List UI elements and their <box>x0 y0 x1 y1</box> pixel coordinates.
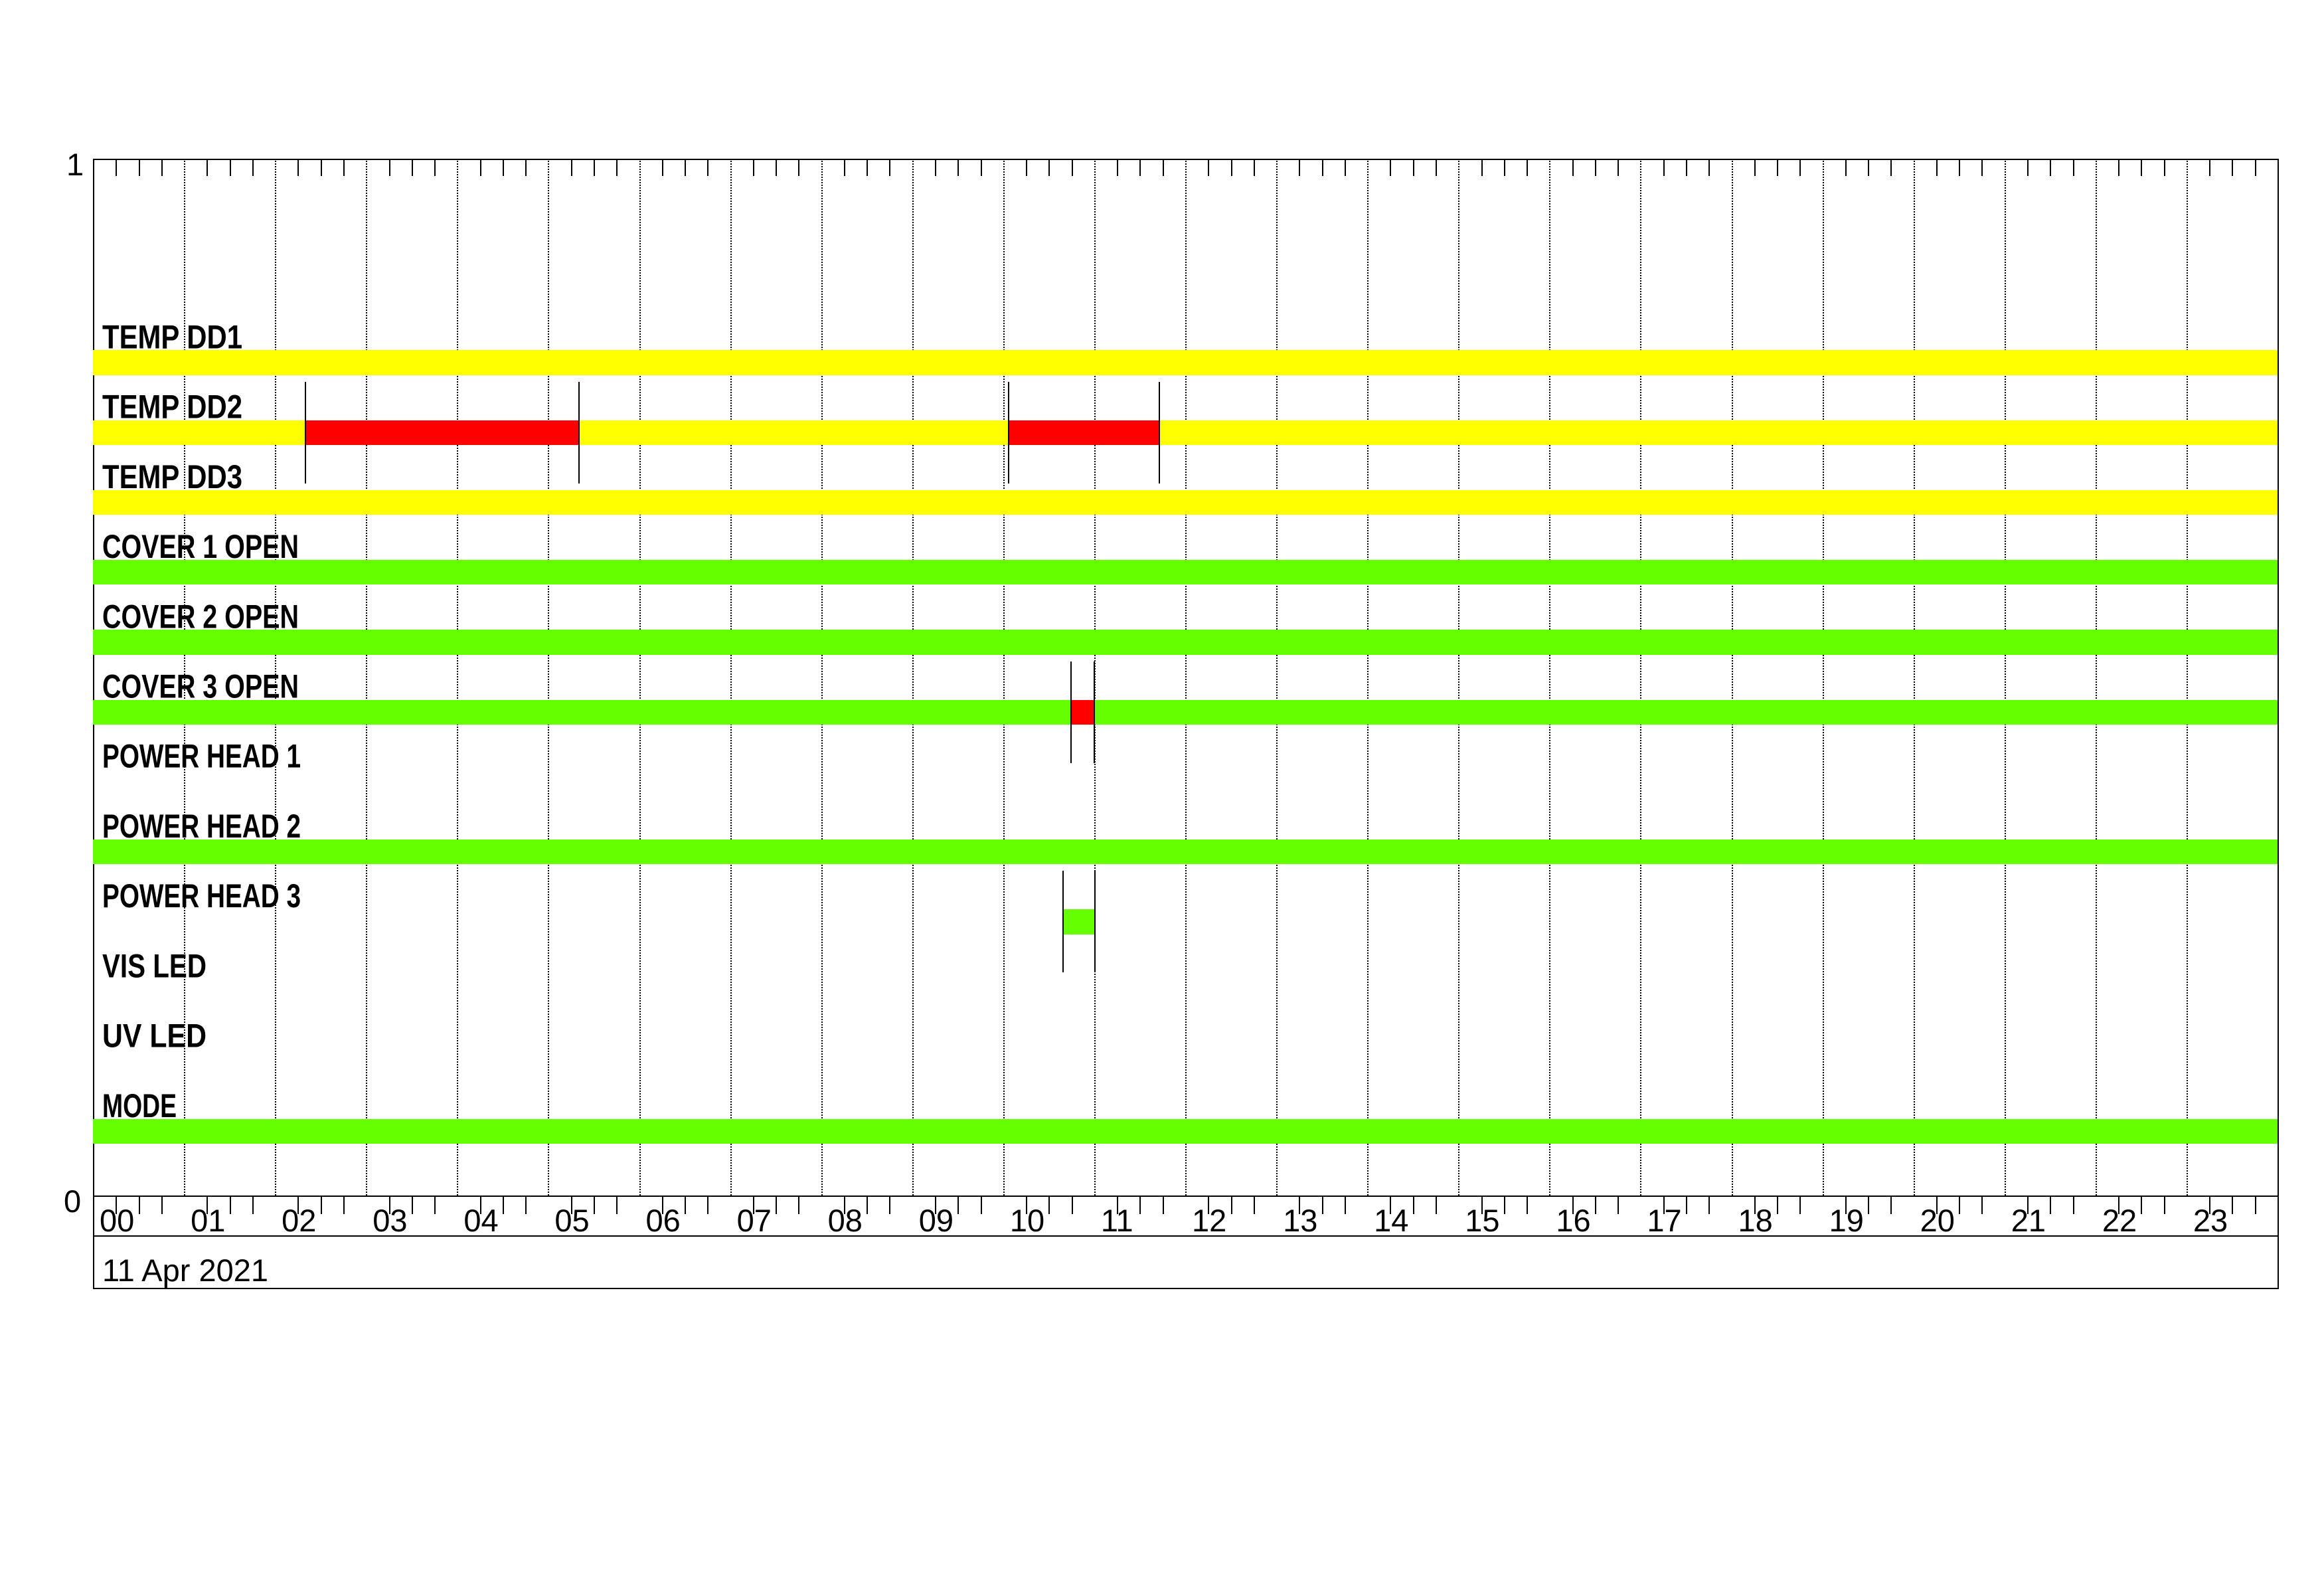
svg-text:POWER HEAD 3: POWER HEAD 3 <box>102 877 301 915</box>
svg-text:UV LED: UV LED <box>102 1018 207 1055</box>
svg-text:VIS LED: VIS LED <box>102 947 207 984</box>
svg-text:POWER HEAD 1: POWER HEAD 1 <box>102 738 301 775</box>
